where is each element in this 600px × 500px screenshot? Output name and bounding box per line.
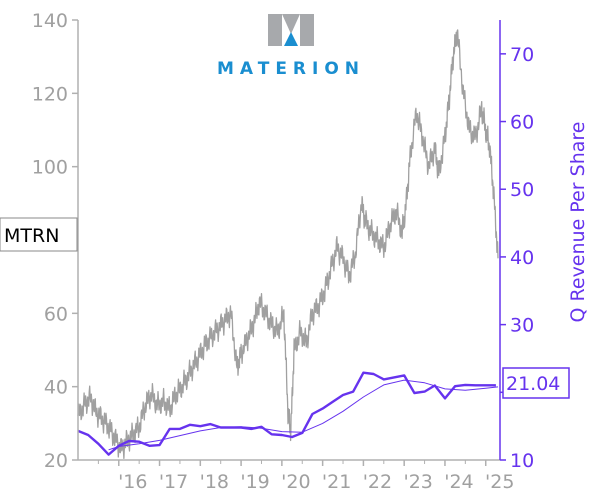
last-value-label: 21.04	[502, 367, 570, 399]
right-tick-label: 50	[510, 179, 534, 201]
x-tick-label: '23	[403, 471, 432, 493]
ticker-label: MTRN	[0, 217, 78, 252]
logo-mark-triangle	[284, 32, 298, 46]
left-tick-label: 40	[44, 377, 68, 399]
logo-mark-center	[282, 14, 300, 34]
series-line-revenue	[77, 371, 496, 456]
series-layer	[77, 29, 499, 460]
right-tick-label: 10	[510, 450, 534, 472]
last-value-text: 21.04	[506, 373, 560, 395]
left-tick-label: 140	[32, 10, 68, 32]
right-tick-label: 30	[510, 315, 534, 337]
x-tick-label: '21	[322, 471, 351, 493]
logo-mark-right	[300, 14, 314, 46]
x-tick-label: '22	[363, 471, 392, 493]
left-tick-label: 120	[32, 83, 68, 105]
right-tick-label: 60	[510, 112, 534, 134]
last-value-box	[502, 367, 570, 399]
x-tick-label: '25	[485, 471, 514, 493]
x-tick-label: '20	[281, 471, 310, 493]
logo-text: MATERION	[217, 59, 365, 79]
series-line-revenue_trend	[108, 379, 499, 451]
left-tick-label: 60	[44, 303, 68, 325]
x-tick-label: '19	[240, 471, 269, 493]
x-tick-label: '17	[159, 471, 188, 493]
left-tick-label: 100	[32, 157, 68, 179]
right-tick-label: 70	[510, 44, 534, 66]
right-axis-label: Q Revenue Per Share	[567, 122, 589, 323]
ticker-text: MTRN	[4, 225, 59, 247]
axes-layer: 20 40 60 100 120 140 10 30 40 50 60 70 '16 '17 '18 '19 '…	[32, 10, 534, 493]
logo-mark-left	[268, 14, 282, 46]
x-tick-label: '24	[444, 471, 473, 493]
x-tick-label: '18	[200, 471, 229, 493]
right-tick-label: 40	[510, 247, 534, 269]
ticker-box	[0, 217, 78, 252]
materion-logo: MATERION	[217, 14, 365, 79]
series-line-price	[77, 29, 499, 460]
left-tick-label: 20	[44, 450, 68, 472]
x-tick-label: '16	[118, 471, 147, 493]
